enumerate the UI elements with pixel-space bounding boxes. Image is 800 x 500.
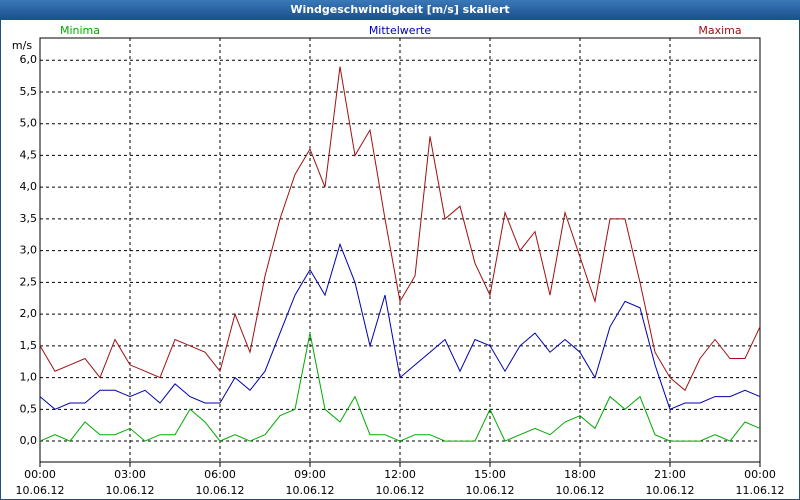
- y-tick-label: 4,0: [20, 180, 38, 193]
- y-tick-label: 1,0: [20, 371, 38, 384]
- x-tick-label: 03:00: [114, 468, 146, 481]
- series-line: [39, 66, 761, 392]
- x-tick-date: 10.06.12: [106, 484, 155, 497]
- y-tick-label: 6,0: [20, 53, 38, 66]
- y-tick-label: 3,5: [20, 212, 38, 225]
- plot-frame: [39, 37, 761, 463]
- x-tick-date: 10.06.12: [196, 484, 245, 497]
- x-tick-date: 11.06.12: [736, 484, 785, 497]
- y-tick-label: 1,5: [20, 339, 38, 352]
- x-tick-label: 15:00: [474, 468, 506, 481]
- y-tick-label: 2,5: [20, 275, 38, 288]
- legend-entry: Maxima: [698, 24, 741, 37]
- y-tick-label: 2,0: [20, 307, 38, 320]
- series-line: [39, 333, 761, 442]
- x-tick-label: 21:00: [654, 468, 686, 481]
- legend-entry: Mittelwerte: [369, 24, 432, 37]
- y-tick-label: 4,5: [20, 148, 38, 161]
- title-bar: [0, 0, 800, 20]
- x-tick-label: 18:00: [564, 468, 596, 481]
- legend-entry: Minima: [60, 24, 100, 37]
- series-line: [39, 242, 761, 410]
- y-tick-label: 3,0: [20, 244, 38, 257]
- y-tick-label: 0,5: [20, 402, 38, 415]
- y-tick-label: 0,0: [20, 434, 38, 447]
- x-tick-label: 00:00: [744, 468, 776, 481]
- x-tick-date: 10.06.12: [466, 484, 515, 497]
- y-tick-label: 5,5: [20, 85, 38, 98]
- y-tick-label: 5,0: [20, 117, 38, 130]
- x-tick-label: 09:00: [294, 468, 326, 481]
- x-tick-label: 06:00: [204, 468, 236, 481]
- x-tick-date: 10.06.12: [16, 484, 65, 497]
- x-tick-label: 12:00: [384, 468, 416, 481]
- x-tick-date: 10.06.12: [286, 484, 335, 497]
- x-tick-date: 10.06.12: [556, 484, 605, 497]
- x-tick-date: 10.06.12: [646, 484, 695, 497]
- y-axis-unit: m/s: [12, 39, 32, 52]
- x-tick-date: 10.06.12: [376, 484, 425, 497]
- x-tick-label: 00:00: [24, 468, 56, 481]
- chart-title: Windgeschwindigkeit [m/s] skaliert: [290, 3, 509, 16]
